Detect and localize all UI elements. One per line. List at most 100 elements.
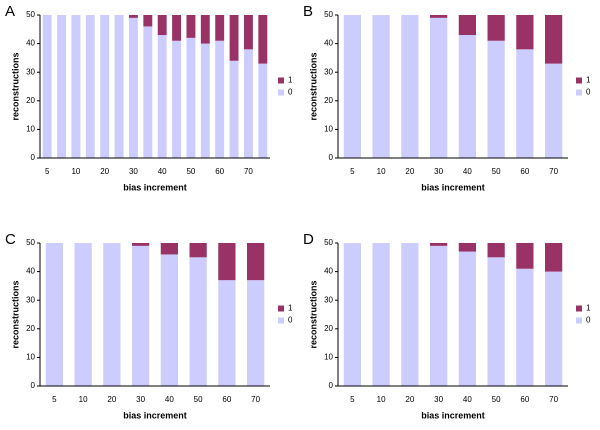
y-tick-label: 30: [324, 67, 333, 76]
bar-segment: [372, 15, 390, 158]
legend-swatch: [278, 317, 284, 324]
bar-segment: [172, 15, 182, 41]
x-tick-label: 10: [79, 395, 88, 404]
y-tick-label: 40: [26, 267, 35, 276]
bar-segment: [487, 40, 505, 158]
y-tick-label: 50: [324, 238, 333, 247]
x-tick-label: 70: [549, 395, 558, 404]
bar-segment: [189, 257, 207, 386]
bar-segment: [545, 15, 563, 64]
bar-segment: [545, 63, 563, 159]
bar-segment: [430, 243, 448, 246]
bar-segment: [85, 15, 95, 158]
bar-segment: [229, 60, 239, 159]
x-axis-label: bias increment: [123, 410, 187, 420]
y-tick-label: 0: [329, 381, 334, 390]
legend-swatch: [576, 77, 582, 84]
bar-segment: [218, 243, 236, 281]
bar-segment: [100, 15, 110, 158]
bar-segment: [458, 15, 476, 36]
bar-segment: [516, 268, 534, 386]
y-tick-label: 40: [26, 39, 35, 48]
bar-segment: [132, 243, 150, 246]
x-axis-label: bias increment: [421, 410, 485, 420]
legend-label: 1: [288, 304, 293, 313]
legend-label: 1: [586, 76, 591, 85]
x-tick-label: 20: [405, 395, 414, 404]
x-tick-label: 70: [244, 167, 253, 176]
bar-segment: [487, 257, 505, 386]
bar-segment: [114, 15, 124, 158]
x-tick-label: 30: [434, 167, 443, 176]
bar-segment: [200, 15, 210, 44]
bar-segment: [516, 243, 534, 269]
x-tick-label: 20: [100, 167, 109, 176]
bar-segment: [143, 26, 153, 158]
bar-segment: [186, 15, 196, 38]
bar-segment: [258, 15, 268, 64]
bar-segment: [343, 243, 361, 386]
panel-label: D: [303, 231, 314, 248]
x-tick-label: 5: [350, 395, 355, 404]
bar-segment: [458, 35, 476, 158]
bar-segment: [458, 243, 476, 252]
bar-segment: [401, 15, 419, 158]
bar-segment: [372, 243, 390, 386]
bar-segment: [247, 280, 265, 386]
bar-segment: [71, 15, 81, 158]
x-tick-label: 50: [194, 395, 203, 404]
y-axis-label: reconstructions: [10, 280, 20, 348]
legend-label: 0: [586, 88, 591, 97]
y-tick-label: 20: [26, 96, 35, 105]
bar-segment: [160, 243, 178, 255]
x-tick-label: 70: [549, 167, 558, 176]
y-tick-label: 20: [26, 324, 35, 333]
legend-label: 1: [586, 304, 591, 313]
bar-segment: [430, 15, 448, 18]
y-tick-label: 0: [329, 153, 334, 162]
bar-segment: [243, 15, 253, 50]
bar-segment: [458, 251, 476, 386]
x-tick-label: 50: [492, 167, 501, 176]
x-tick-label: 10: [377, 395, 386, 404]
x-tick-label: 40: [463, 395, 472, 404]
y-axis-label: reconstructions: [308, 52, 318, 120]
panel-label: B: [303, 3, 313, 20]
x-tick-label: 30: [434, 395, 443, 404]
y-axis-label: reconstructions: [308, 280, 318, 348]
legend-swatch: [576, 317, 582, 324]
x-tick-label: 10: [377, 167, 386, 176]
x-axis-label: bias increment: [123, 182, 187, 192]
bar-segment: [247, 243, 265, 281]
bar-segment: [132, 245, 150, 386]
panel-label: A: [5, 3, 15, 20]
x-tick-label: 40: [463, 167, 472, 176]
x-tick-label: 20: [107, 395, 116, 404]
bar-segment: [74, 243, 92, 386]
bar-segment: [103, 243, 121, 386]
x-tick-label: 50: [186, 167, 195, 176]
x-tick-label: 30: [129, 167, 138, 176]
bar-segment: [186, 37, 196, 158]
y-tick-label: 0: [31, 153, 36, 162]
x-tick-label: 60: [222, 395, 231, 404]
bar-segment: [545, 271, 563, 386]
bar-segment: [487, 243, 505, 258]
bar-segment: [172, 40, 182, 158]
y-tick-label: 50: [26, 238, 35, 247]
bar-segment: [343, 15, 361, 158]
x-tick-label: 30: [136, 395, 145, 404]
y-tick-label: 40: [324, 267, 333, 276]
x-tick-label: 70: [251, 395, 260, 404]
bar-segment: [516, 15, 534, 50]
y-axis-label: reconstructions: [10, 52, 20, 120]
legend-swatch: [278, 89, 284, 96]
y-tick-label: 10: [26, 125, 35, 134]
y-tick-label: 10: [324, 125, 333, 134]
x-tick-label: 5: [350, 167, 355, 176]
bar-segment: [160, 254, 178, 386]
bar-segment: [157, 15, 167, 36]
x-tick-label: 60: [520, 395, 529, 404]
bar-segment: [545, 243, 563, 272]
